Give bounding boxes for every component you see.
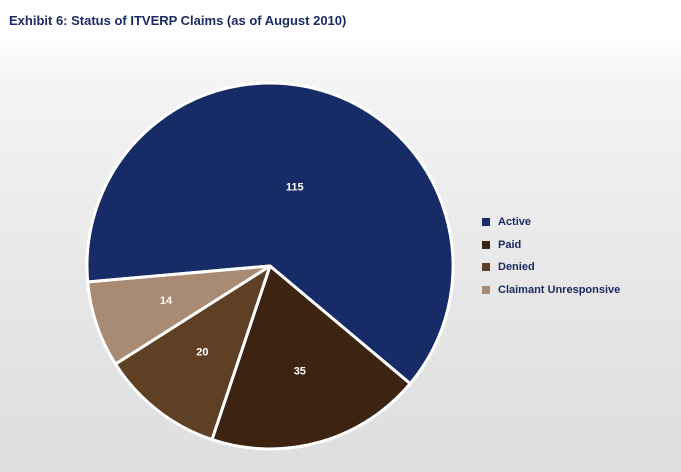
data-label-denied: 20 bbox=[196, 346, 208, 358]
data-label-paid: 35 bbox=[294, 366, 306, 378]
legend-label-claimant-unresponsive: Claimant Unresponsive bbox=[498, 283, 621, 296]
legend-swatch-paid bbox=[482, 240, 490, 249]
legend-label-paid: Paid bbox=[498, 238, 522, 251]
pie-slice-denied bbox=[113, 264, 272, 442]
legend-swatch-active bbox=[482, 218, 490, 227]
legend-swatch-denied bbox=[482, 263, 490, 272]
chart-title: Exhibit 6: Status of ITVERP Claims (as o… bbox=[9, 13, 347, 28]
data-label-claimant-unresponsive: 14 bbox=[160, 295, 173, 307]
pie-slice-claimant-unresponsive bbox=[86, 264, 272, 366]
data-label-active: 115 bbox=[286, 181, 304, 193]
legend-item-active: Active bbox=[482, 211, 620, 234]
legend-swatch-claimant-unresponsive bbox=[482, 285, 490, 294]
legend-item-paid: Paid bbox=[482, 234, 620, 257]
legend-item-denied: Denied bbox=[482, 256, 620, 279]
legend-item-claimant-unresponsive: Claimant Unresponsive bbox=[482, 279, 620, 302]
pie-slice-paid bbox=[210, 264, 412, 451]
legend: Active Paid Denied Claimant Unresponsive bbox=[482, 211, 620, 301]
pie-slice-active bbox=[85, 81, 455, 386]
legend-label-denied: Denied bbox=[498, 261, 535, 274]
legend-label-active: Active bbox=[498, 216, 532, 229]
